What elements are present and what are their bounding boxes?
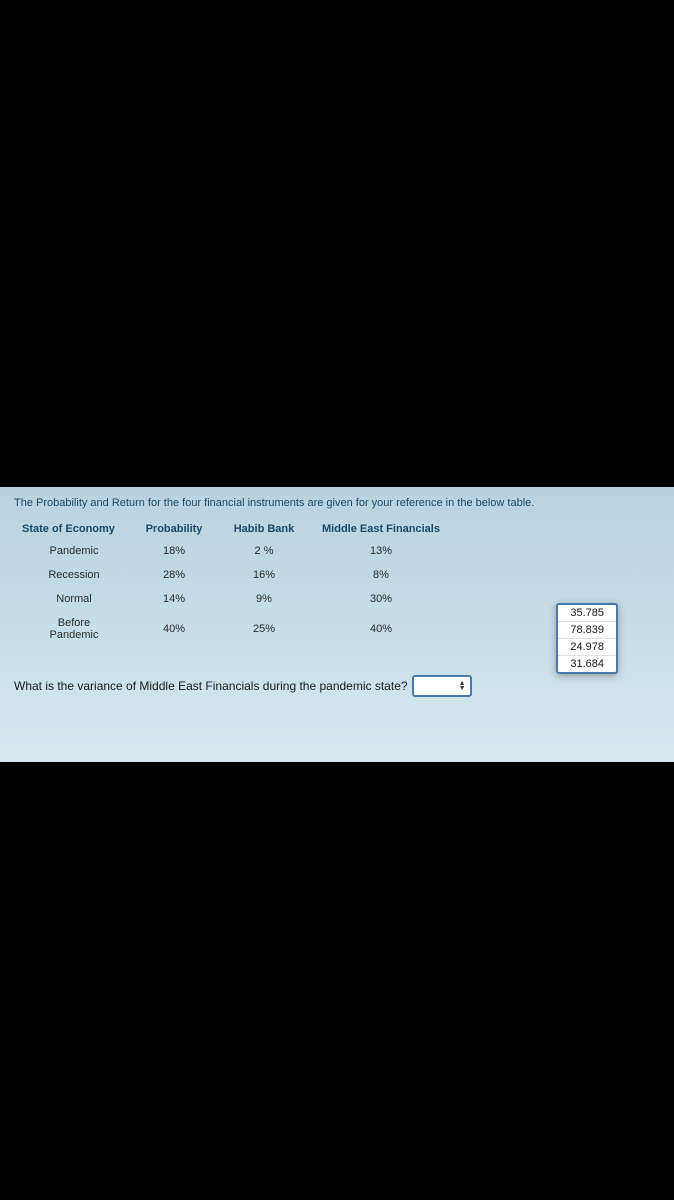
intro-text: The Probability and Return for the four … [14, 497, 660, 509]
table-row: Normal 14% 9% 30% [14, 587, 448, 611]
answer-dropdown[interactable]: ▲ ▼ [412, 675, 472, 697]
cell-probability: 40% [134, 611, 214, 647]
cell-mef: 8% [314, 563, 448, 587]
data-table: State of Economy Probability Habib Bank … [14, 519, 448, 647]
header-probability: Probability [134, 519, 214, 539]
table-row: Recession 28% 16% 8% [14, 563, 448, 587]
dropdown-options-list: 35.785 78.839 24.978 31.684 [556, 603, 618, 674]
question-text: What is the variance of Middle East Fina… [14, 679, 408, 693]
cell-mef: 40% [314, 611, 448, 647]
dropdown-option[interactable]: 24.978 [558, 639, 616, 656]
chevron-updown-icon: ▲ ▼ [459, 681, 466, 691]
cell-state: Normal [14, 587, 134, 611]
cell-bank: 25% [214, 611, 314, 647]
cell-probability: 14% [134, 587, 214, 611]
cell-bank: 16% [214, 563, 314, 587]
header-mef: Middle East Financials [314, 519, 448, 539]
cell-bank: 2 % [214, 539, 314, 563]
dropdown-option[interactable]: 31.684 [558, 656, 616, 672]
cell-mef: 30% [314, 587, 448, 611]
cell-state: Before Pandemic [14, 611, 134, 647]
dropdown-option[interactable]: 35.785 [558, 605, 616, 622]
cell-mef: 13% [314, 539, 448, 563]
dropdown-option[interactable]: 78.839 [558, 622, 616, 639]
cell-probability: 28% [134, 563, 214, 587]
cell-state: Recession [14, 563, 134, 587]
header-state: State of Economy [14, 519, 134, 539]
cell-probability: 18% [134, 539, 214, 563]
table-row: Pandemic 18% 2 % 13% [14, 539, 448, 563]
table-header-row: State of Economy Probability Habib Bank … [14, 519, 448, 539]
question-row: What is the variance of Middle East Fina… [14, 675, 660, 697]
table-row: Before Pandemic 40% 25% 40% [14, 611, 448, 647]
cell-state: Pandemic [14, 539, 134, 563]
header-bank: Habib Bank [214, 519, 314, 539]
cell-bank: 9% [214, 587, 314, 611]
